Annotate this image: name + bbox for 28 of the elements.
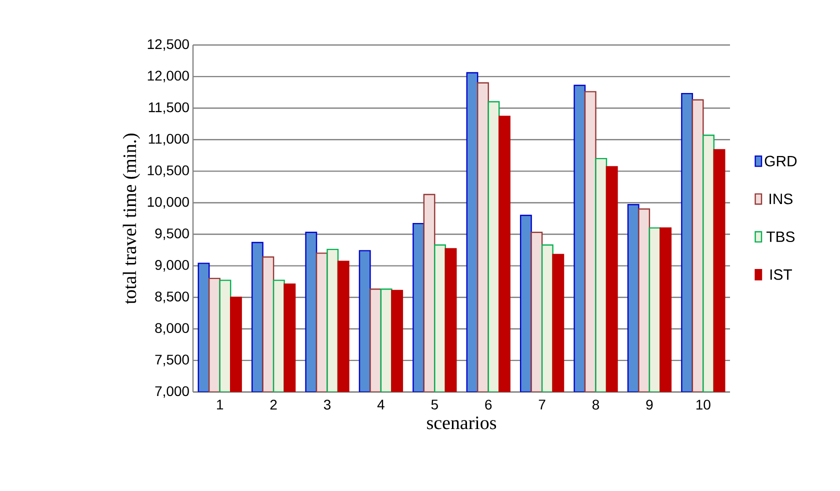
x-tick-label: 9	[646, 400, 653, 410]
y-axis-title: total travel time (min.)	[122, 134, 140, 304]
y-tick-label: 12,000	[148, 70, 189, 82]
legend-label: GRD	[764, 156, 797, 166]
legend-label: INS	[770, 194, 792, 204]
x-tick-label: 3	[324, 400, 331, 410]
y-tick-label: 12,500	[148, 39, 189, 51]
x-tick-label: 5	[431, 400, 438, 410]
y-tick-label: 10,000	[148, 196, 189, 208]
y-tick-label: 11,500	[148, 102, 189, 114]
x-tick-label: 8	[592, 400, 600, 410]
x-tick-label: 1	[217, 400, 224, 410]
x-axis-title: scenarios	[427, 416, 496, 430]
y-tick-label: 9,000	[155, 260, 189, 272]
y-tick-label: 8,000	[155, 323, 189, 335]
x-tick-label: 6	[485, 400, 492, 410]
x-tick-label: 2	[270, 400, 277, 410]
x-tick-label: 4	[377, 400, 384, 410]
y-tick-label: 11,000	[148, 134, 189, 146]
x-tick-label: 10	[696, 400, 710, 410]
y-tick-label: 10,500	[148, 165, 189, 177]
legend-label: TBS	[766, 231, 795, 242]
y-tick-label: 7,000	[155, 386, 189, 398]
y-tick-label: 9,500	[155, 228, 189, 240]
y-tick-label: 8,500	[155, 292, 189, 304]
legend-label: IST	[770, 269, 792, 280]
y-tick-label: 7,500	[155, 354, 189, 366]
x-tick-label: 7	[538, 400, 546, 410]
